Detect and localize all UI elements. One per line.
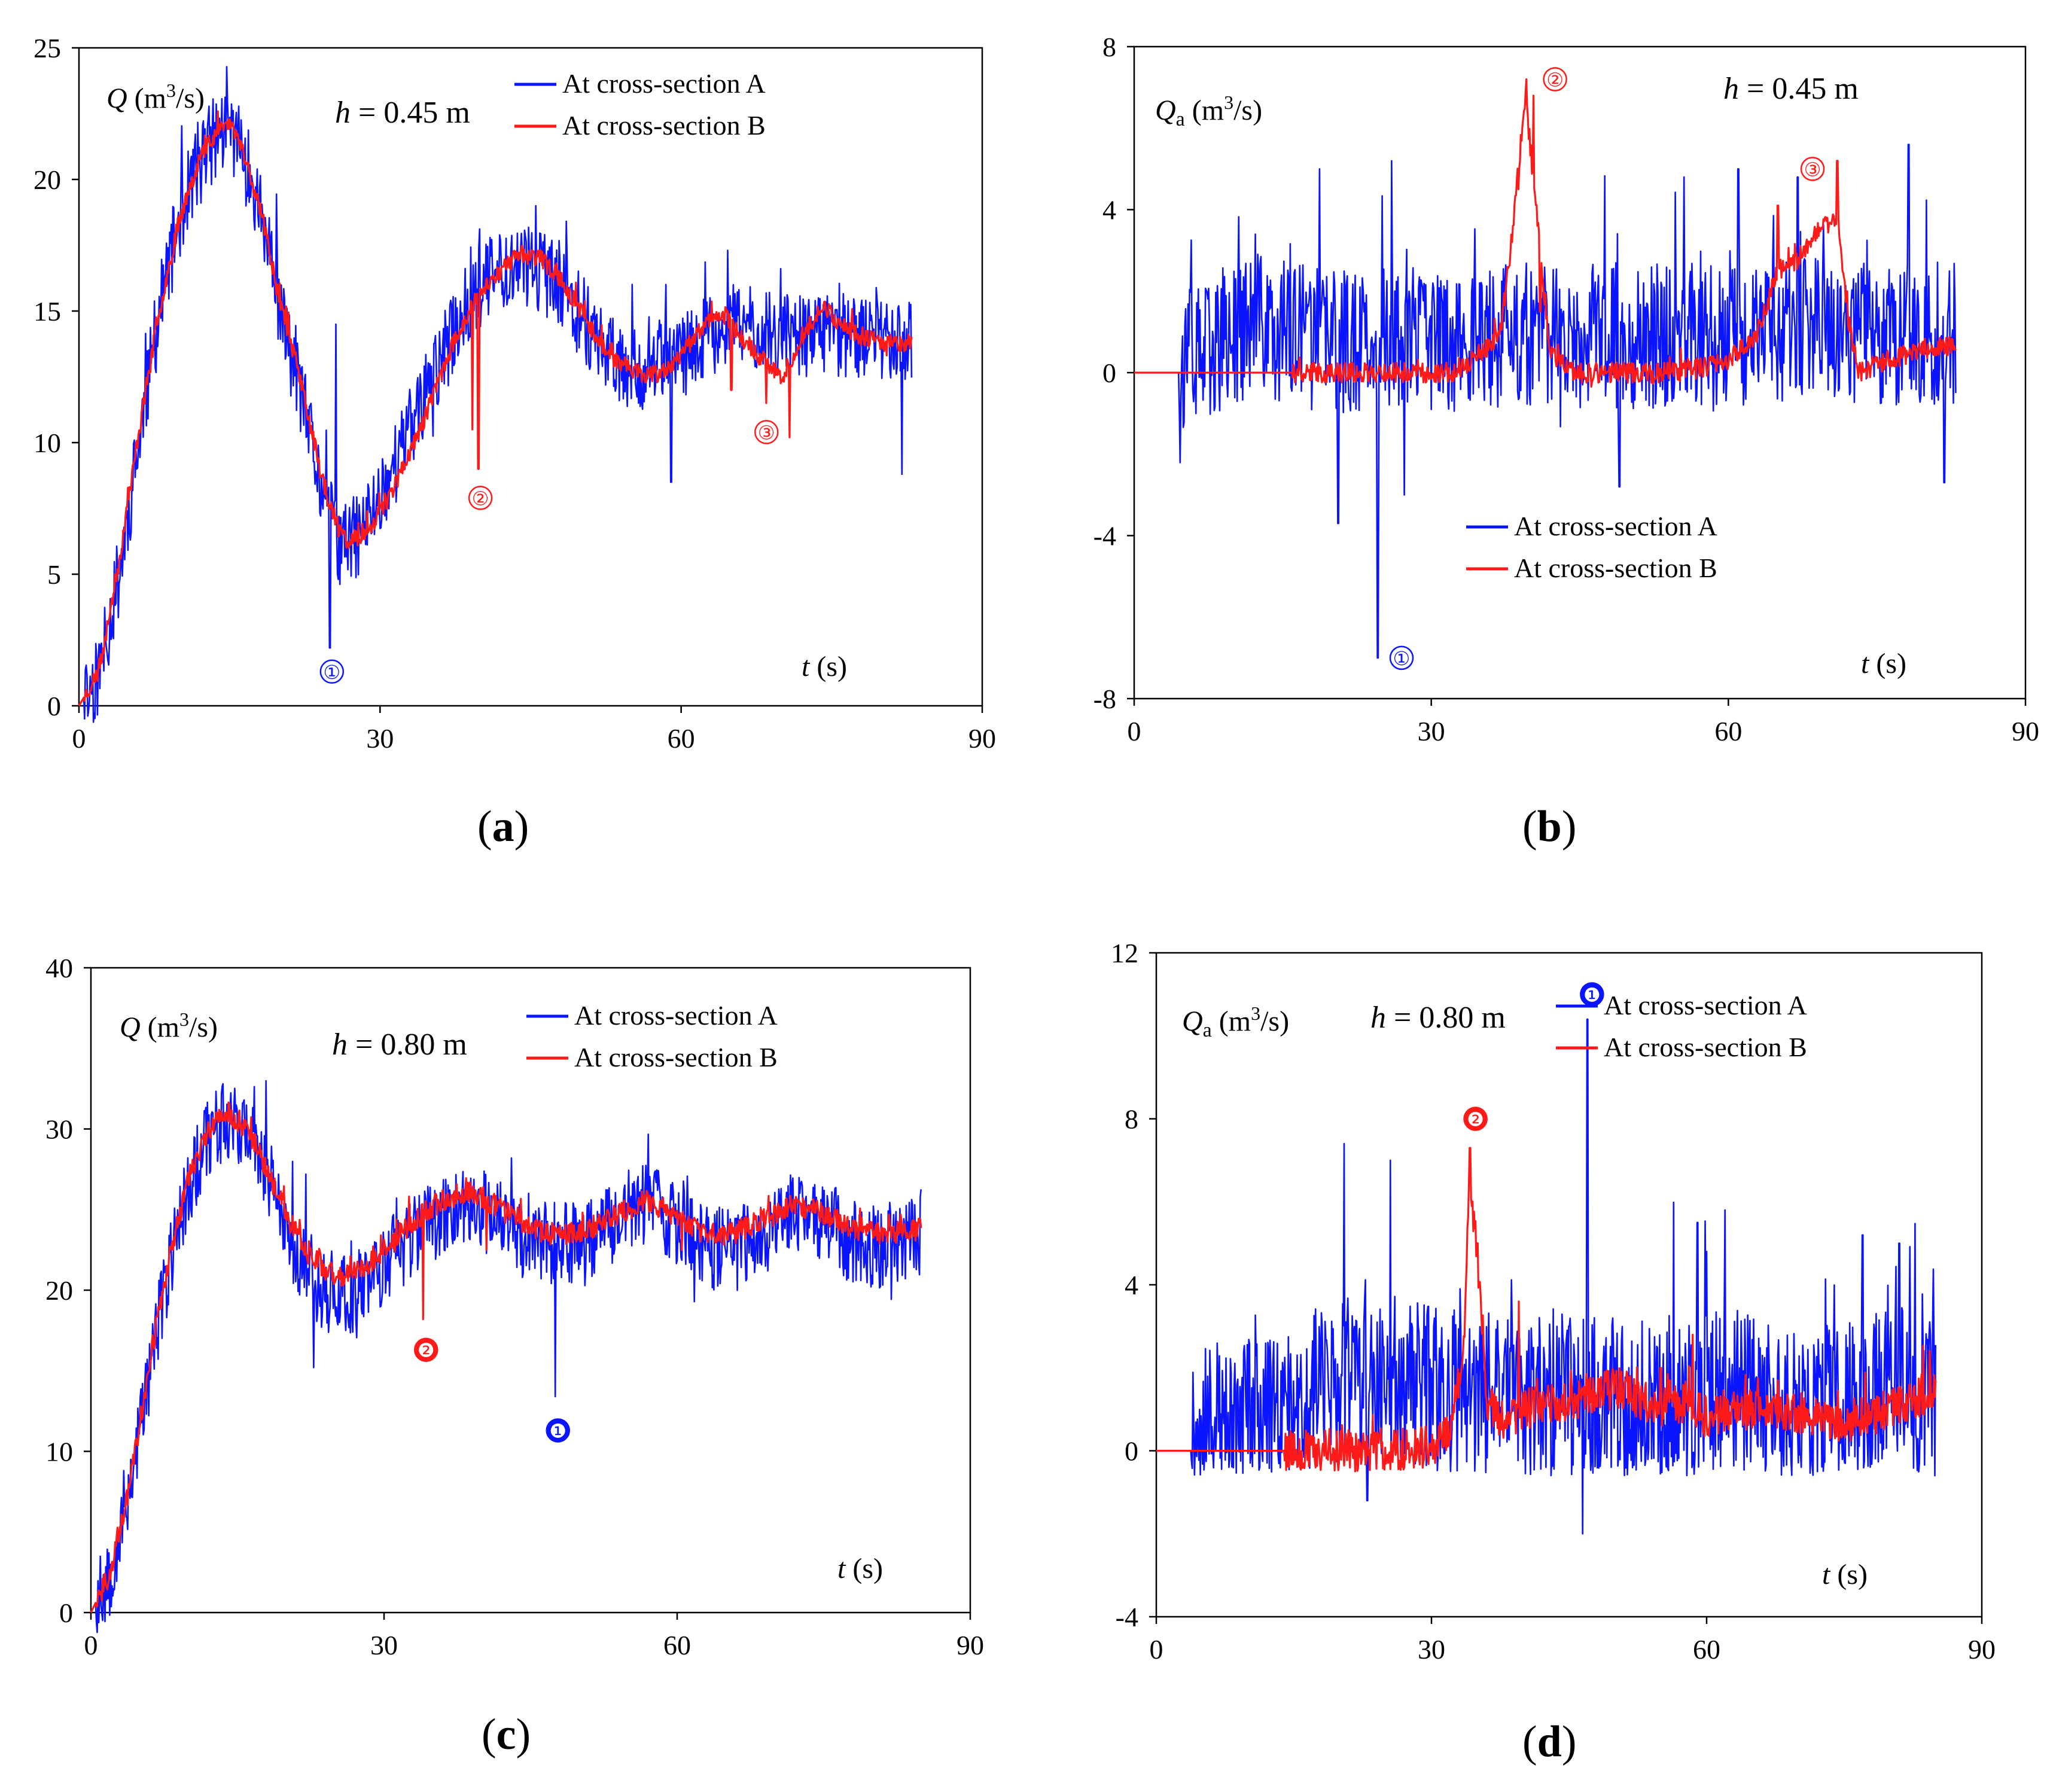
y-tick-label: 30	[45, 1114, 73, 1145]
y-tick-label: 4	[1102, 195, 1116, 225]
event-marker-label: ❷	[1467, 1109, 1484, 1130]
chart-panel-b: -8 -4 0 4 8 0 30 60 90 At cross-section A At cross…	[1093, 32, 2039, 746]
depth-annotation: h = 0.80 m	[332, 1028, 467, 1062]
x-tick-label: 30	[1418, 716, 1445, 746]
event-marker-label: ❶	[1583, 984, 1601, 1005]
y-tick-label: 0	[59, 1598, 73, 1628]
x-axis-label: t (s)	[1822, 1559, 1868, 1590]
depth-annotation: h = 0.45 m	[1723, 72, 1859, 106]
depth-annotation: h = 0.80 m	[1370, 1001, 1506, 1035]
legend-label-A: At cross-section A	[1604, 990, 1807, 1020]
series-line-A	[90, 1080, 922, 1633]
event-marker-label: ❶	[549, 1420, 566, 1441]
plot-frame	[90, 967, 971, 1614]
event-marker-circle	[546, 1418, 570, 1443]
depth-annotation: h = 0.45 m	[335, 96, 470, 130]
series-line-B	[90, 1101, 922, 1613]
x-tick-label: 60	[1714, 716, 1742, 746]
event-marker-circle	[1580, 982, 1604, 1007]
legend-label-B: At cross-section B	[1514, 553, 1717, 583]
x-tick-label: 30	[370, 1630, 398, 1660]
series-line-A	[78, 66, 913, 723]
series-line-B	[78, 110, 913, 706]
x-tick-label: 30	[366, 723, 394, 754]
y-tick-label: -8	[1093, 684, 1116, 714]
chart-panel-d: -4 0 4 8 12 0 30 60 90 At cross-section A At cross…	[1111, 938, 1996, 1665]
y-tick-label: -4	[1093, 521, 1116, 551]
x-axis-label: t (s)	[837, 1553, 883, 1584]
y-axis-label: Q (m3/s)	[120, 1008, 218, 1043]
x-tick-label: 60	[1693, 1634, 1720, 1665]
event-marker-label: ①	[323, 662, 340, 683]
event-marker-circle	[754, 420, 779, 444]
event-marker-circle	[413, 1337, 438, 1362]
event-marker-label: ❷	[418, 1340, 435, 1361]
legend-label-A: At cross-section A	[1514, 511, 1717, 541]
y-tick-label: 12	[1111, 938, 1138, 968]
series-line-B	[1156, 1147, 1937, 1473]
event-marker-circle	[319, 659, 345, 684]
x-tick-label: 60	[668, 723, 695, 754]
panel-label-a: (a)	[477, 802, 529, 851]
y-tick-label: 10	[33, 428, 61, 458]
y-tick-label: 0	[47, 691, 61, 721]
x-tick-label: 30	[1418, 1634, 1445, 1665]
plot-frame	[1155, 952, 1983, 1618]
y-tick-label: 20	[45, 1275, 73, 1306]
event-marker-circle	[1543, 67, 1567, 92]
plot-frame	[78, 47, 983, 707]
y-tick-label: 40	[45, 953, 73, 983]
x-tick-label: 0	[72, 723, 86, 754]
y-tick-label: 4	[1125, 1270, 1138, 1300]
event-marker-label: ①	[1393, 648, 1411, 669]
x-tick-label: 0	[1150, 1634, 1163, 1665]
x-tick-label: 90	[2012, 716, 2039, 746]
legend-label-B: At cross-section B	[562, 110, 766, 141]
y-axis-label: Qa (m3/s)	[1182, 1002, 1289, 1041]
panel-label-b: (b)	[1522, 802, 1577, 851]
y-tick-label: 15	[33, 296, 61, 327]
event-marker-label: ③	[1804, 159, 1821, 180]
series-line-A	[1134, 144, 1957, 659]
y-axis-label: Q (m3/s)	[106, 80, 205, 114]
y-tick-label: 25	[33, 33, 61, 63]
x-tick-label: 60	[663, 1630, 691, 1660]
legend-label-A: At cross-section A	[562, 68, 766, 99]
y-tick-label: 0	[1125, 1436, 1138, 1467]
y-tick-label: 8	[1102, 32, 1116, 62]
x-axis-label: t (s)	[1861, 648, 1906, 679]
event-marker-label: ③	[758, 422, 775, 443]
x-axis-label: t (s)	[802, 651, 847, 682]
event-marker-circle	[468, 486, 493, 510]
x-tick-label: 0	[84, 1630, 98, 1660]
event-marker-circle	[1463, 1107, 1488, 1131]
y-tick-label: 20	[33, 164, 61, 195]
x-tick-label: 0	[1128, 716, 1141, 746]
y-axis-label: Qa (m3/s)	[1155, 92, 1262, 130]
y-tick-label: 5	[47, 559, 61, 590]
y-tick-label: 8	[1125, 1104, 1138, 1135]
event-marker-circle	[1800, 157, 1825, 181]
series-line-B	[1134, 78, 1957, 388]
series-line-A	[1156, 1018, 1936, 1535]
chart-panel-a: 0 5 10 15 20 25 0 30 60 90 At cross-section A At cr…	[33, 33, 996, 754]
event-marker-label: ②	[472, 487, 489, 509]
event-marker-circle	[1389, 645, 1414, 671]
x-tick-label: 90	[957, 1630, 984, 1660]
legend-label-B: At cross-section B	[1604, 1032, 1807, 1062]
event-marker-label: ②	[1546, 69, 1564, 91]
panel-label-d: (d)	[1522, 1717, 1577, 1766]
chart-panel-c: 0 10 20 30 40 0 30 60 90 At cross-section A At cro…	[45, 953, 984, 1660]
y-tick-label: 10	[45, 1437, 73, 1467]
y-tick-label: 0	[1102, 358, 1116, 388]
x-tick-label: 90	[968, 723, 996, 754]
y-tick-label: -4	[1116, 1602, 1138, 1632]
legend-label-B: At cross-section B	[574, 1042, 778, 1072]
x-tick-label: 90	[1968, 1634, 1996, 1665]
panel-label-c: (c)	[482, 1710, 531, 1759]
legend-label-A: At cross-section A	[574, 1000, 778, 1031]
